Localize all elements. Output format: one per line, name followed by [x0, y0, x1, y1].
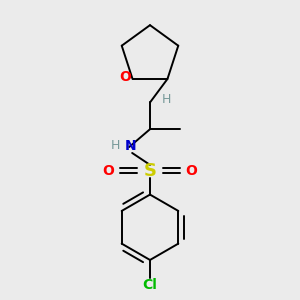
Text: O: O — [119, 70, 131, 84]
Text: N: N — [125, 140, 136, 153]
Text: H: H — [162, 93, 171, 106]
Text: H: H — [111, 139, 121, 152]
Text: O: O — [186, 164, 197, 178]
Text: S: S — [143, 162, 157, 180]
Text: O: O — [103, 164, 114, 178]
Text: Cl: Cl — [142, 278, 158, 292]
